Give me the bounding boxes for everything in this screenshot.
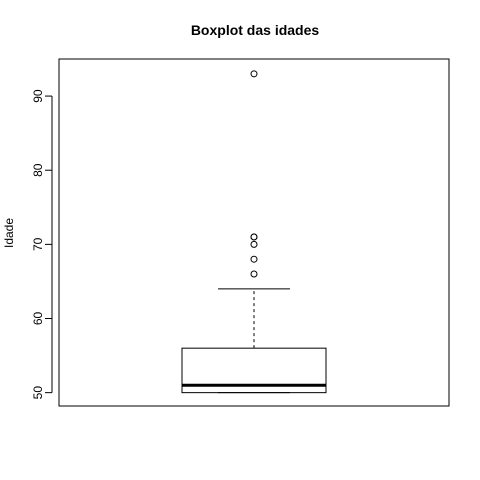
iqr-box — [181, 347, 327, 394]
outlier-point — [250, 233, 258, 241]
y-tick-label: 80 — [31, 163, 45, 177]
y-tick-label: 70 — [31, 237, 45, 251]
outlier-point — [250, 70, 258, 78]
outlier-point — [250, 270, 258, 278]
y-tick-label: 50 — [31, 386, 45, 400]
box-group — [181, 288, 327, 394]
y-tick-label: 90 — [31, 89, 45, 103]
outliers — [250, 70, 258, 278]
y-tick-label: 60 — [31, 312, 45, 326]
y-axis: 50 60 70 80 90 — [31, 89, 53, 400]
outlier-point — [250, 255, 258, 263]
outlier-point — [250, 240, 258, 248]
plot-frame — [58, 58, 450, 407]
y-axis-label: Idade — [2, 218, 16, 248]
chart-title: Boxplot das idades — [191, 22, 320, 38]
